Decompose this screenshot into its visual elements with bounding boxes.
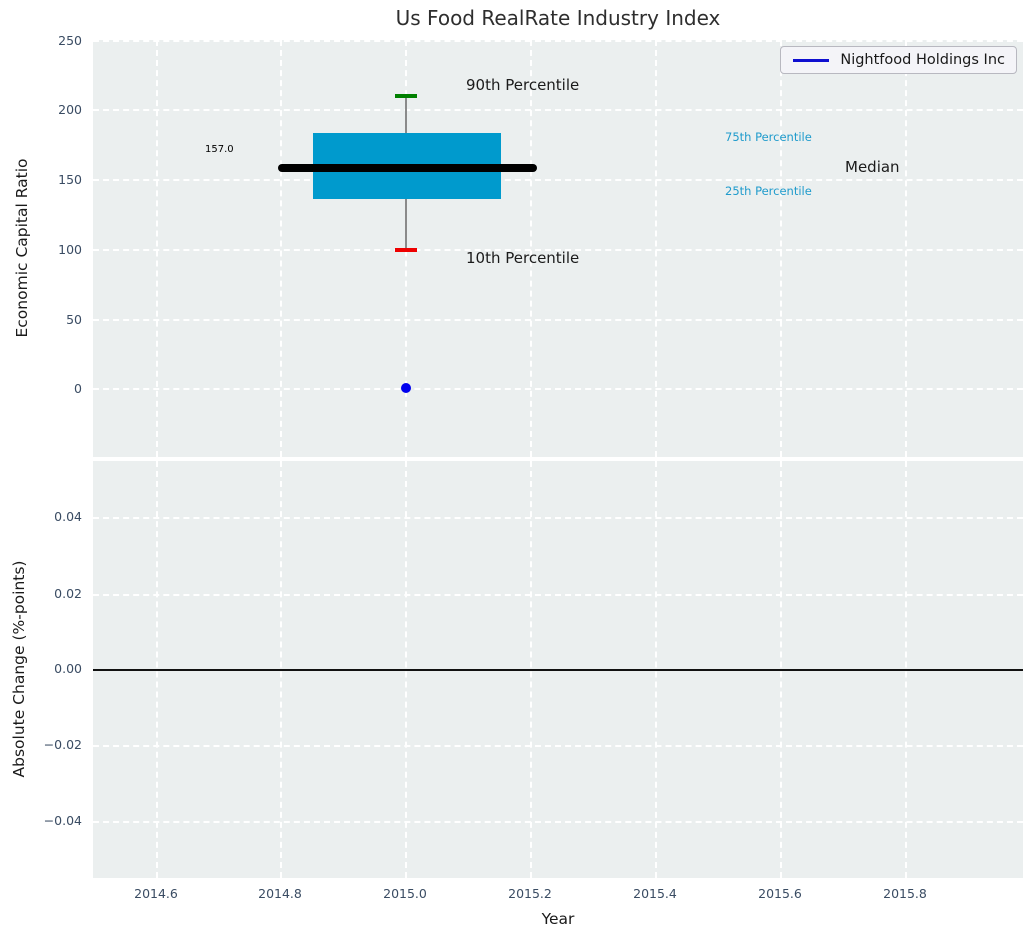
ytick-label: 50 (66, 312, 82, 327)
xtick-label: 2015.6 (758, 886, 802, 901)
p90-label: 90th Percentile (466, 76, 580, 94)
xtick-label: 2015.4 (633, 886, 677, 901)
p10-cap (395, 248, 417, 252)
median-line (278, 164, 537, 172)
ytick-label: 0 (74, 381, 82, 396)
ytick-label: 150 (58, 172, 82, 187)
p10-label: 10th Percentile (466, 249, 580, 267)
gridline (93, 319, 1023, 321)
ytick-label: 250 (58, 33, 82, 48)
ytick-label: −0.02 (43, 737, 82, 752)
legend-line-sample (793, 58, 830, 62)
median-label: Median (845, 158, 900, 176)
gridline (93, 517, 1023, 519)
gridline (905, 40, 907, 457)
xtick-label: 2015.2 (508, 886, 552, 901)
p75-label: 75th Percentile (725, 130, 812, 144)
x-axis-label: Year (541, 910, 575, 928)
gridline (780, 40, 782, 457)
company-data-point (401, 383, 411, 393)
xtick-label: 2014.6 (134, 886, 178, 901)
top-y-axis-label: Economic Capital Ratio (13, 158, 31, 338)
bottom-plot-area (93, 461, 1023, 878)
ytick-label: 100 (58, 242, 82, 257)
bottom-y-axis-label: Absolute Change (%-points) (10, 560, 28, 778)
p25-label: 25th Percentile (725, 184, 812, 198)
gridline (93, 821, 1023, 823)
gridline (655, 40, 657, 457)
gridline (93, 388, 1023, 390)
gridline (93, 745, 1023, 747)
gridline (93, 179, 1023, 181)
gridline (93, 249, 1023, 251)
legend-entry-label: Nightfood Holdings Inc (840, 52, 1005, 68)
gridline (156, 40, 158, 457)
ytick-label: 200 (58, 102, 82, 117)
legend-box: Nightfood Holdings Inc (780, 46, 1017, 74)
gridline (93, 109, 1023, 111)
gridline (280, 40, 282, 457)
zero-reference-line (93, 669, 1023, 671)
xtick-label: 2015.0 (383, 886, 427, 901)
gridline (530, 40, 532, 457)
median-value-label: 157.0 (205, 144, 234, 155)
ytick-label: 0.02 (54, 586, 82, 601)
ytick-label: 0.00 (54, 661, 82, 676)
ytick-label: −0.04 (43, 813, 82, 828)
xtick-label: 2014.8 (258, 886, 302, 901)
gridline (93, 40, 1023, 42)
gridline (93, 594, 1023, 596)
chart-title: Us Food RealRate Industry Index (395, 6, 721, 30)
p90-cap (395, 94, 417, 98)
xtick-label: 2015.8 (883, 886, 927, 901)
ytick-label: 0.04 (54, 509, 82, 524)
top-plot-area: 157.0 90th Percentile 10th Percentile 75… (93, 40, 1023, 457)
